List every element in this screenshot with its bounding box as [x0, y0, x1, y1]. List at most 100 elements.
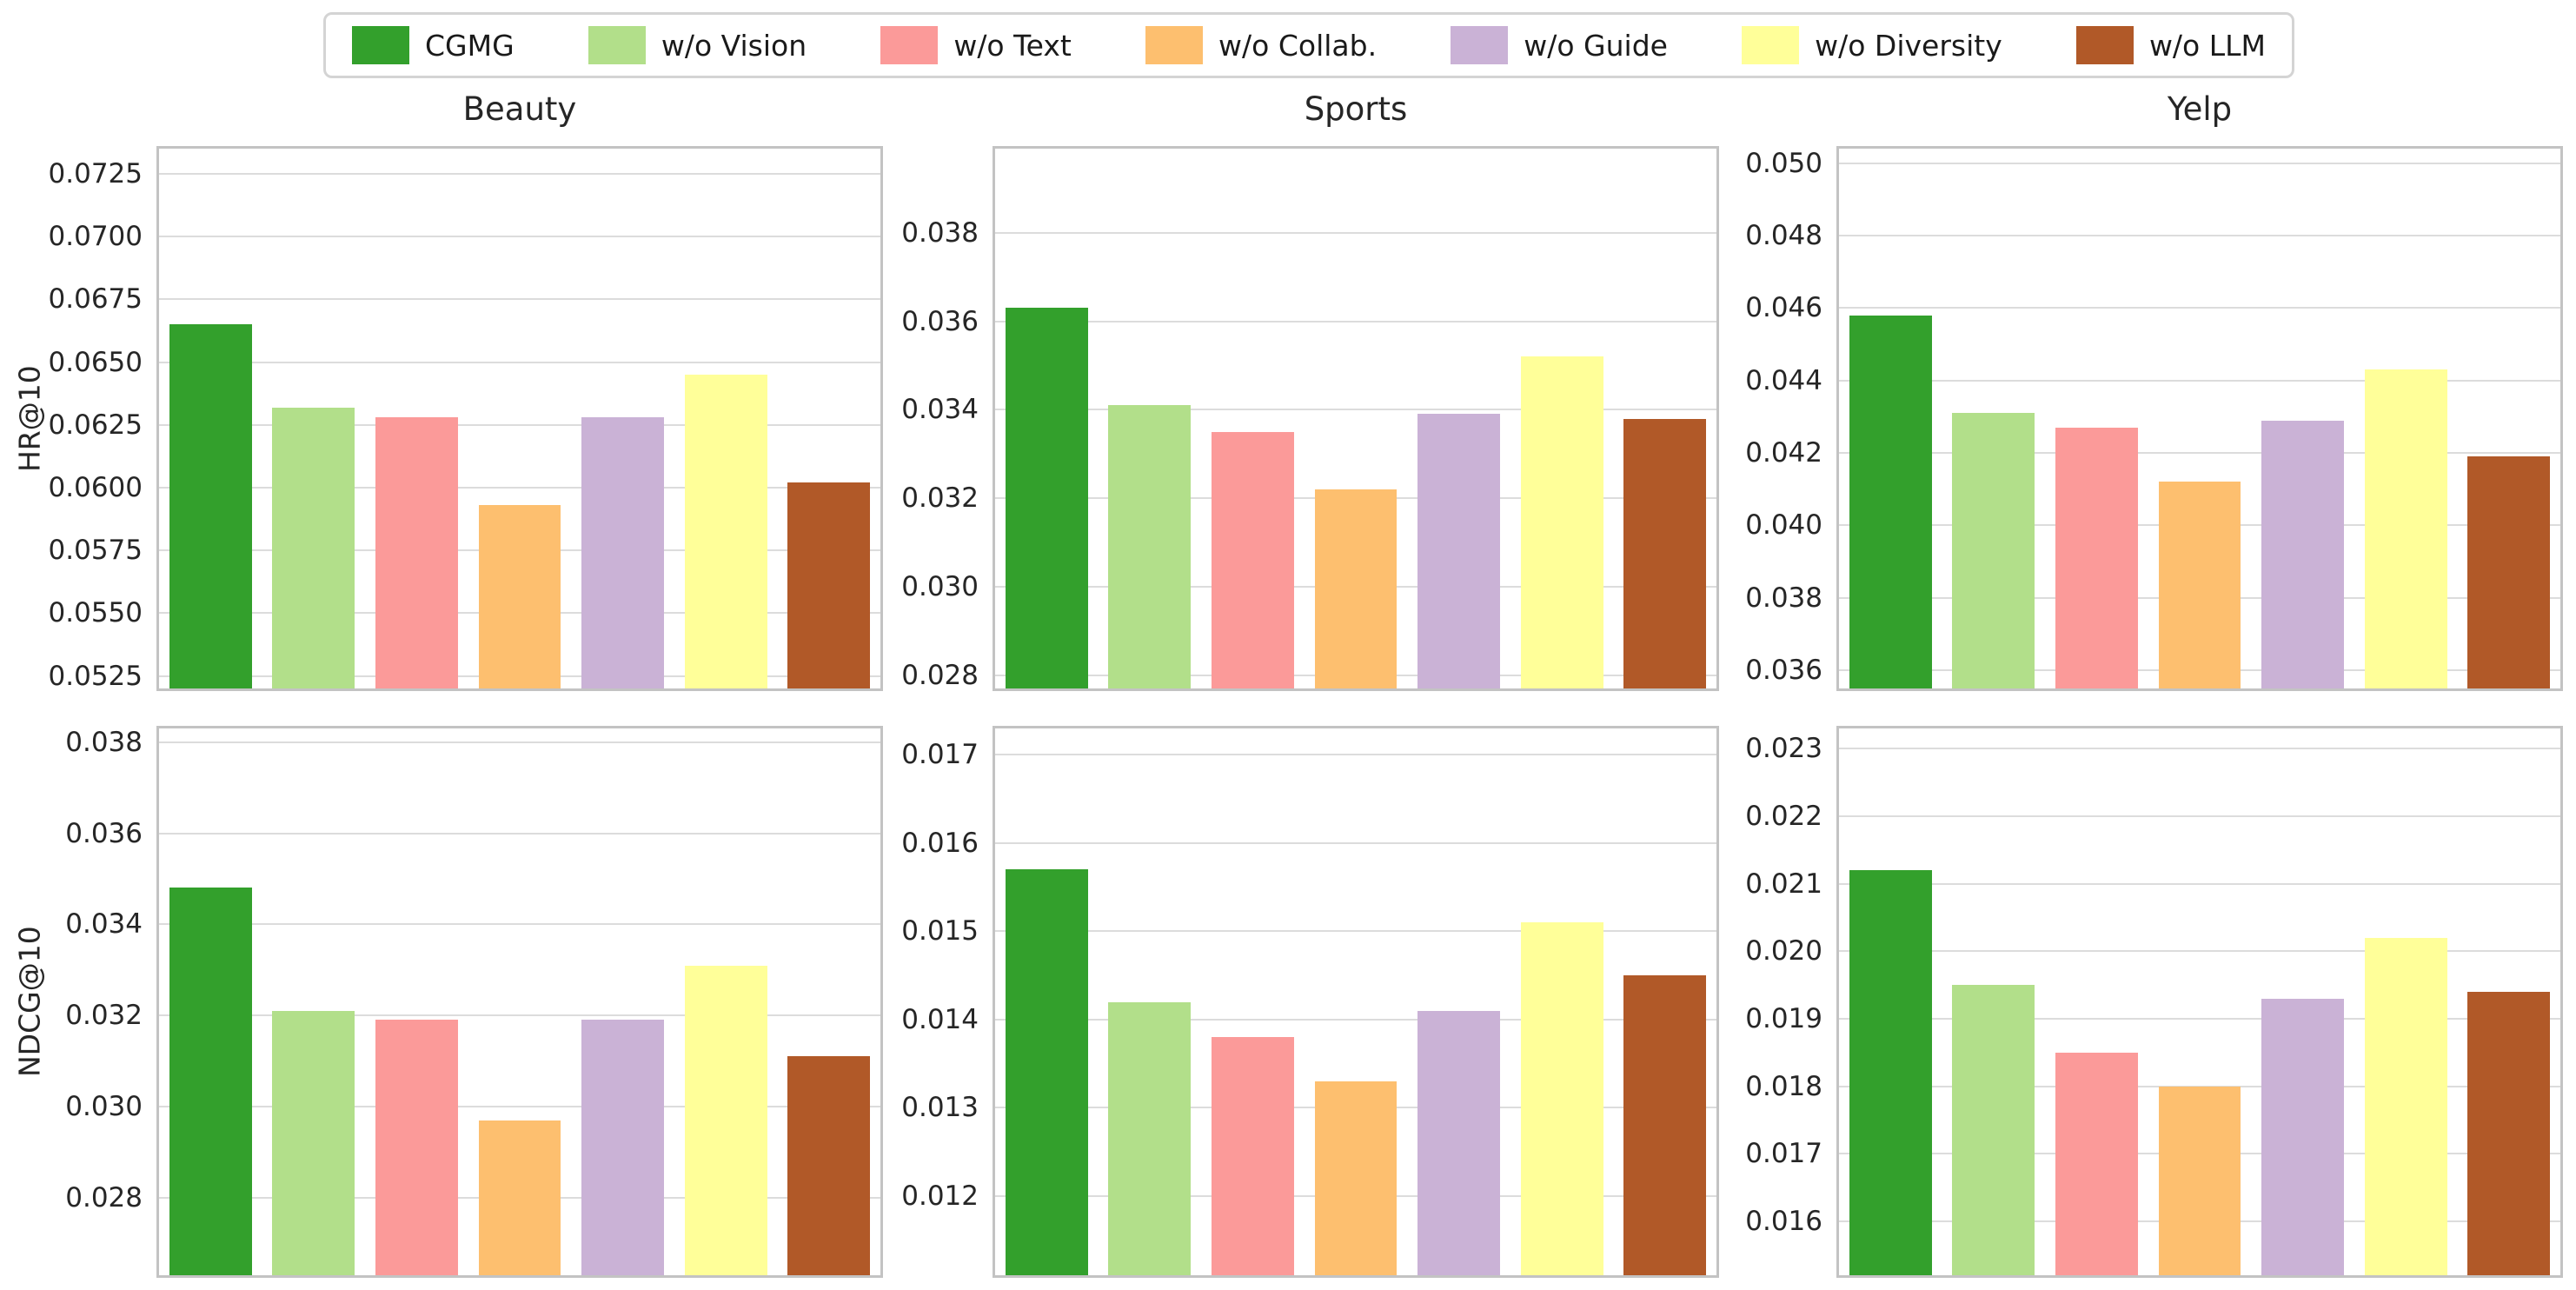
bar-w-o-diversity [2364, 369, 2447, 688]
bar-w-o-diversity [2364, 937, 2447, 1275]
legend-label: w/o LLM [2148, 28, 2266, 63]
gridline [159, 172, 880, 175]
bar-w-o-vision [1952, 985, 2035, 1275]
gridline [995, 930, 1716, 933]
y-tick-label: 0.015 [901, 915, 979, 948]
bar-w-o-guide [1417, 1010, 1500, 1275]
y-tick-label: 0.022 [1745, 800, 1822, 832]
y-tick-label: 0.0575 [48, 535, 143, 567]
legend-swatch-w-o-text [880, 26, 939, 64]
bar-w-o-diversity [1520, 922, 1603, 1275]
legend-label: w/o Text [953, 28, 1072, 63]
y-tick-label: 0.0675 [48, 283, 143, 316]
gridline [1839, 748, 2560, 750]
bar-w-o-text [2055, 427, 2138, 688]
y-tick-label: 0.030 [901, 570, 979, 602]
legend-item-w-o-diversity: w/o Diversity [1742, 26, 2002, 64]
subplot-title-beauty: Beauty [462, 90, 577, 128]
y-tick-label: 0.038 [65, 726, 143, 758]
y-tick-label: 0.0625 [48, 409, 143, 441]
gridline [1839, 950, 2560, 953]
bar-w-o-collab [478, 505, 561, 688]
y-tick-label: 0.030 [65, 1091, 143, 1123]
y-tick-label: 0.018 [1745, 1070, 1822, 1102]
bar-cgmg [1005, 308, 1088, 688]
gridline [995, 1018, 1716, 1021]
legend-swatch-w-o-guide [1451, 26, 1509, 64]
y-tick-label: 0.020 [1745, 935, 1822, 968]
bar-w-o-llm [787, 1056, 871, 1275]
bar-w-o-guide [581, 1020, 664, 1275]
gridline [995, 754, 1716, 756]
gridline [1839, 1085, 2560, 1087]
y-tick-label: 0.032 [65, 1000, 143, 1032]
gridline [1839, 452, 2560, 455]
bar-w-o-llm [787, 482, 871, 688]
legend-item-w-o-llm: w/o LLM [2075, 26, 2266, 64]
bar-w-o-diversity [684, 374, 767, 688]
subplot-sports-hr-10 [993, 146, 1719, 691]
legend-swatch-w-o-collab [1145, 26, 1204, 64]
bar-w-o-guide [1417, 414, 1500, 688]
y-tick-label: 0.014 [901, 1003, 979, 1035]
subplot-yelp-ndcg-10 [1836, 726, 2563, 1278]
bar-w-o-llm [1623, 975, 1707, 1275]
gridline [1839, 379, 2560, 382]
legend-item-w-o-guide: w/o Guide [1451, 26, 1668, 64]
gridline [1839, 307, 2560, 309]
bar-w-o-collab [1314, 489, 1398, 688]
bar-w-o-text [1212, 431, 1294, 688]
gridline [159, 1106, 880, 1108]
y-tick-label: 0.028 [65, 1181, 143, 1214]
legend-swatch-cgmg [352, 26, 409, 64]
bar-w-o-guide [581, 417, 664, 688]
bar-w-o-diversity [684, 965, 767, 1275]
y-tick-label: 0.036 [1745, 655, 1822, 687]
legend-swatch-w-o-llm [2075, 26, 2134, 64]
bar-w-o-text [375, 1020, 458, 1275]
y-tick-label: 0.0525 [48, 660, 143, 692]
y-tick-label: 0.019 [1745, 1002, 1822, 1034]
y-tick-label: 0.017 [901, 739, 979, 771]
bar-w-o-collab [1314, 1081, 1398, 1275]
subplot-beauty-ndcg-10 [156, 726, 883, 1278]
y-tick-label: 0.023 [1745, 733, 1822, 765]
gridline [159, 236, 880, 238]
y-tick-label: 0.012 [901, 1180, 979, 1212]
bar-w-o-vision [1108, 405, 1192, 688]
subplot-title-yelp: Yelp [2167, 90, 2233, 128]
gridline [159, 741, 880, 743]
gridline [159, 423, 880, 426]
y-tick-label: 0.034 [65, 908, 143, 941]
bar-cgmg [169, 888, 252, 1275]
bar-w-o-collab [2158, 1086, 2241, 1275]
bar-w-o-diversity [1520, 356, 1603, 688]
bar-w-o-vision [272, 1010, 355, 1275]
y-tick-label: 0.0700 [48, 221, 143, 253]
y-tick-label: 0.0600 [48, 471, 143, 503]
gridline [995, 409, 1716, 411]
y-tick-label: 0.048 [1745, 220, 1822, 252]
bar-w-o-llm [2467, 456, 2551, 688]
y-tick-label: 0.040 [1745, 509, 1822, 542]
legend-swatch-w-o-diversity [1742, 26, 1800, 64]
bar-w-o-collab [478, 1120, 561, 1275]
y-tick-label: 0.016 [901, 827, 979, 859]
gridline [1839, 1017, 2560, 1020]
gridline [159, 361, 880, 363]
y-tick-label: 0.021 [1745, 868, 1822, 900]
y-tick-label: 0.050 [1745, 147, 1822, 179]
legend: CGMG w/o Vision w/o Text w/o Collab. w/o Gui… [323, 12, 2294, 78]
gridline [159, 486, 880, 489]
y-tick-label: 0.017 [1745, 1138, 1822, 1170]
y-tick-label: 0.038 [901, 216, 979, 249]
gridline [1839, 815, 2560, 817]
gridline [995, 841, 1716, 844]
y-tick-label: 0.0650 [48, 346, 143, 378]
y-tick-label: 0.034 [901, 394, 979, 426]
bar-w-o-guide [2261, 998, 2344, 1275]
subplot-yelp-hr-10 [1836, 146, 2563, 691]
gridline [1839, 882, 2560, 885]
legend-item-w-o-vision: w/o Vision [588, 26, 807, 64]
legend-label: w/o Collab. [1218, 28, 1378, 63]
